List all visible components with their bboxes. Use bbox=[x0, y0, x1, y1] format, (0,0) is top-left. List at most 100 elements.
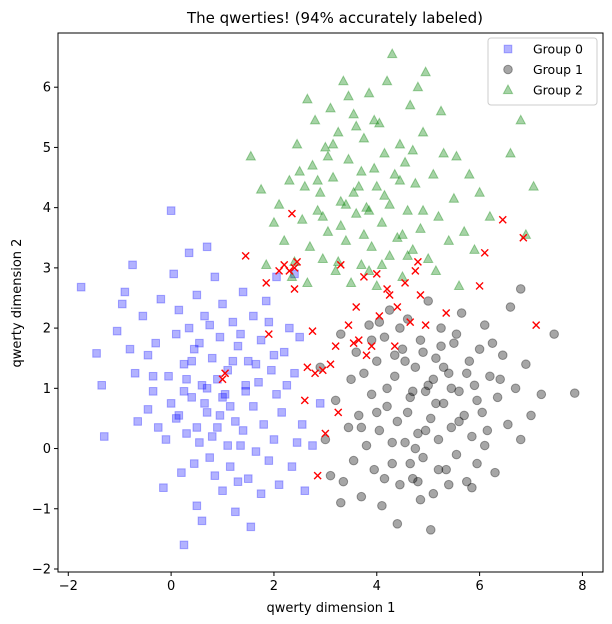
mislabeled-point bbox=[401, 278, 410, 287]
data-point bbox=[451, 449, 462, 460]
data-point bbox=[443, 479, 454, 490]
data-point bbox=[458, 225, 470, 236]
data-point bbox=[368, 114, 380, 125]
data-point bbox=[330, 264, 342, 275]
x-tick-label: 6 bbox=[475, 579, 483, 594]
data-point bbox=[371, 356, 382, 367]
data-point bbox=[402, 249, 414, 260]
data-point bbox=[415, 222, 426, 233]
data-point bbox=[392, 416, 403, 427]
data-point bbox=[521, 359, 531, 370]
data-point bbox=[317, 252, 329, 263]
data-point bbox=[296, 213, 308, 224]
data-point bbox=[335, 497, 346, 508]
data-point bbox=[272, 390, 281, 399]
data-point bbox=[490, 467, 500, 478]
data-point bbox=[435, 105, 447, 116]
data-point bbox=[420, 66, 432, 77]
data-point bbox=[197, 381, 207, 390]
data-point bbox=[301, 276, 313, 288]
data-point bbox=[292, 438, 302, 447]
data-point bbox=[260, 258, 272, 269]
data-point bbox=[295, 332, 304, 342]
data-point bbox=[200, 311, 209, 321]
data-point bbox=[166, 206, 176, 215]
data-point bbox=[290, 368, 299, 378]
data-point bbox=[402, 407, 413, 418]
y-tick-label: 0 bbox=[43, 442, 51, 457]
data-point bbox=[474, 186, 486, 197]
data-point bbox=[368, 162, 380, 173]
data-point bbox=[99, 432, 109, 441]
data-point bbox=[161, 435, 171, 444]
x-tick-label: 8 bbox=[578, 579, 586, 594]
mislabeled-point bbox=[308, 327, 317, 336]
data-point bbox=[299, 180, 311, 191]
data-point bbox=[569, 388, 580, 398]
data-point bbox=[171, 414, 181, 423]
data-point bbox=[387, 437, 397, 448]
x-tick-label: 2 bbox=[270, 579, 278, 594]
data-point bbox=[549, 329, 559, 339]
data-point bbox=[433, 464, 444, 475]
data-point bbox=[332, 126, 344, 137]
data-point bbox=[446, 422, 457, 433]
data-point bbox=[371, 407, 382, 418]
data-point bbox=[379, 147, 390, 158]
data-point bbox=[407, 243, 419, 254]
data-point bbox=[76, 282, 86, 292]
data-point bbox=[520, 228, 532, 239]
data-point bbox=[356, 491, 367, 502]
data-point bbox=[343, 90, 354, 101]
data-point bbox=[422, 252, 434, 263]
data-point bbox=[412, 81, 424, 92]
data-point bbox=[322, 150, 334, 161]
y-tick-label: −2 bbox=[32, 562, 51, 577]
data-point bbox=[366, 335, 377, 345]
data-point bbox=[338, 476, 349, 487]
data-point bbox=[348, 455, 359, 466]
data-point bbox=[202, 242, 212, 252]
data-point bbox=[528, 180, 540, 191]
data-point bbox=[153, 423, 163, 432]
data-point bbox=[467, 482, 477, 493]
data-point bbox=[384, 198, 396, 209]
mislabeled-point bbox=[383, 284, 392, 293]
data-point bbox=[379, 189, 390, 200]
data-point bbox=[400, 356, 410, 367]
data-point bbox=[420, 386, 431, 397]
mislabeled-point bbox=[354, 336, 363, 345]
data-point bbox=[409, 177, 421, 188]
data-point bbox=[320, 434, 331, 445]
y-tick-label: 2 bbox=[43, 322, 51, 337]
chart-title: The qwerties! (94% accurately labeled) bbox=[186, 9, 483, 27]
data-point bbox=[202, 408, 212, 417]
data-point bbox=[112, 326, 122, 336]
data-point bbox=[218, 299, 227, 309]
data-point bbox=[174, 305, 184, 315]
data-point bbox=[171, 329, 181, 339]
mislabeled-point bbox=[480, 248, 489, 257]
data-point bbox=[350, 207, 362, 218]
data-point bbox=[394, 174, 406, 185]
mislabeled-point bbox=[406, 318, 415, 327]
data-point bbox=[366, 389, 377, 400]
data-point bbox=[441, 464, 451, 475]
data-point bbox=[415, 494, 426, 505]
data-point bbox=[205, 320, 214, 330]
data-point bbox=[225, 462, 235, 471]
data-point bbox=[366, 240, 378, 251]
mislabeled-point bbox=[519, 233, 528, 242]
data-point bbox=[428, 374, 439, 385]
data-point bbox=[202, 384, 212, 393]
data-point bbox=[384, 305, 395, 315]
data-point bbox=[407, 144, 419, 155]
data-point bbox=[376, 216, 388, 227]
mislabeled-point bbox=[344, 321, 353, 330]
data-point bbox=[443, 368, 454, 379]
mislabeled-point bbox=[262, 278, 271, 287]
data-point bbox=[443, 234, 455, 245]
data-point bbox=[314, 186, 326, 197]
data-point bbox=[207, 353, 217, 363]
data-point bbox=[461, 368, 472, 379]
